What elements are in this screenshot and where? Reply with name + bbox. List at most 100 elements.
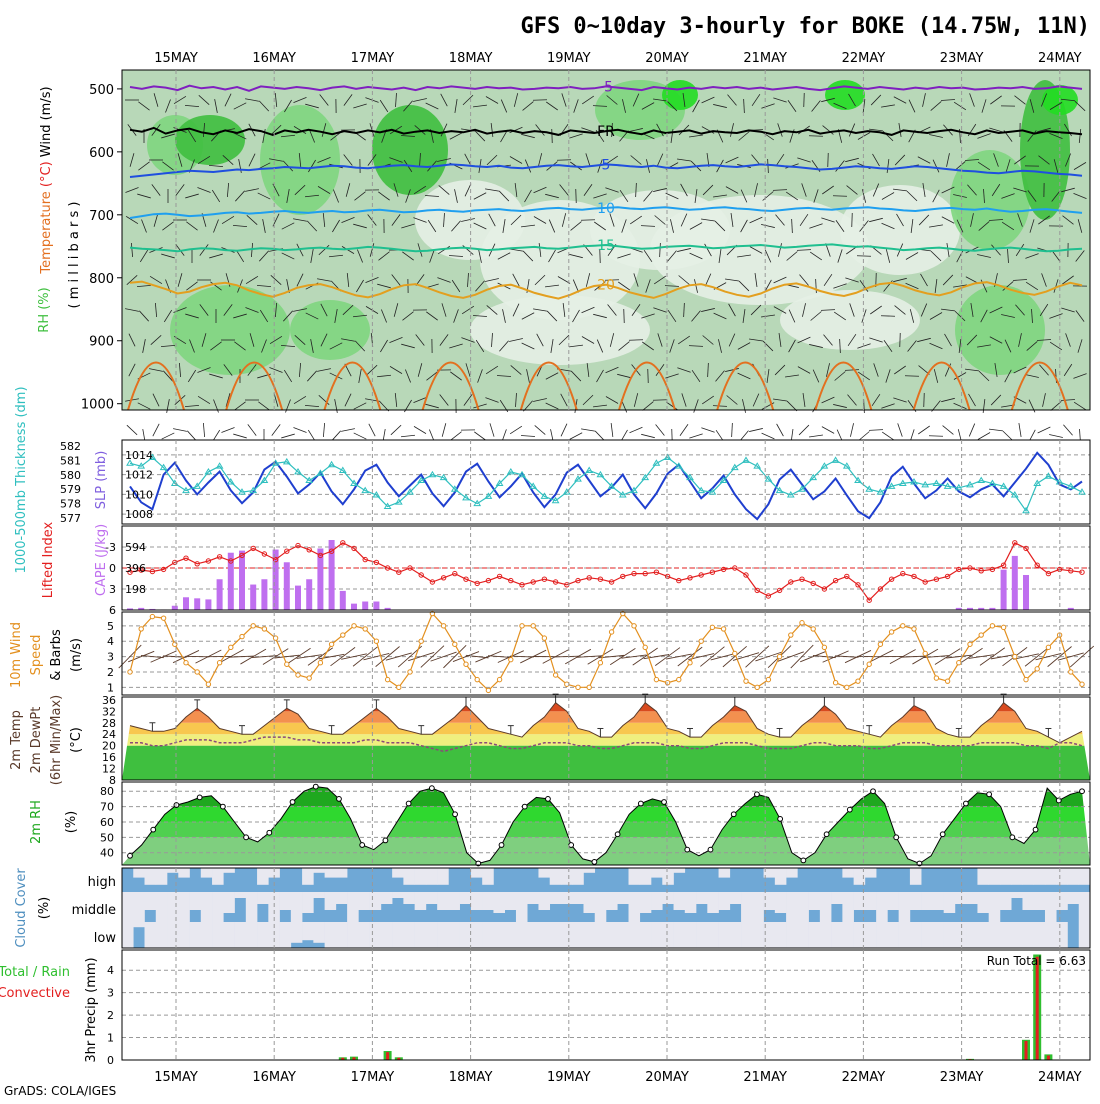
slp-axis-label-part: SLP (mb) xyxy=(94,451,109,510)
upper-wind-barb xyxy=(510,426,522,434)
rh-point xyxy=(267,830,272,835)
cloud-gap xyxy=(583,868,595,873)
cloud-gap xyxy=(358,922,370,948)
upper-wind-barb xyxy=(323,423,324,437)
rh-point xyxy=(1010,835,1015,840)
rh-point xyxy=(290,800,295,805)
date-label-top: 19MAY xyxy=(547,51,591,66)
pressure-tick-label: 900 xyxy=(89,335,114,350)
wind-speed-point xyxy=(419,639,423,643)
cloud-gap xyxy=(572,892,584,904)
rh-point xyxy=(313,784,318,789)
cloud-gap xyxy=(403,892,415,904)
cloud-unit-label: (%) xyxy=(37,897,52,920)
cloud-axis-label-part: Cloud Cover xyxy=(14,868,29,948)
cloud-gap xyxy=(257,892,269,904)
li-tick-label: 3 xyxy=(109,583,116,596)
cloud-gap xyxy=(201,868,213,878)
cape-tick-label: 594 xyxy=(125,541,146,554)
slp-tick-label: 1010 xyxy=(125,488,153,501)
wind-speed-point xyxy=(856,679,860,683)
cloud-gap xyxy=(538,922,550,948)
upper-wind-barb xyxy=(630,427,643,432)
cloud-gap xyxy=(392,892,404,898)
cloud-gap xyxy=(550,892,562,904)
upper-wind-barb xyxy=(442,423,446,437)
upper-wind-barb xyxy=(401,435,415,436)
cloud-gap xyxy=(685,922,697,948)
temp-contour-label: 20 xyxy=(597,278,615,294)
rh-patch xyxy=(840,185,960,275)
wind-speed-point xyxy=(677,677,681,681)
cloud-gap xyxy=(381,892,393,904)
slp-axis-label: SLP (mb) xyxy=(94,451,109,510)
cloud-gap xyxy=(156,868,168,885)
wind-speed-point xyxy=(587,685,591,689)
date-label-bottom: 24MAY xyxy=(1038,1070,1082,1085)
rh-point xyxy=(1033,827,1038,832)
chart-title: GFS 0~10day 3-hourly for BOKE (14.75W, 1… xyxy=(520,14,1090,39)
wind-speed-point xyxy=(341,633,345,637)
upper-wind-barb xyxy=(570,433,582,440)
wind-speed-point xyxy=(755,685,759,689)
upper-wind-barb xyxy=(490,423,494,436)
wind-speed-point xyxy=(262,627,266,631)
cloud-gap xyxy=(167,892,179,922)
cloud-gap xyxy=(426,892,438,904)
cloud-gap xyxy=(831,922,843,948)
cloud-gap xyxy=(212,922,224,948)
cloud-gap xyxy=(280,892,292,910)
cloud-gap xyxy=(932,892,944,910)
cloud-gap xyxy=(910,892,922,910)
cloud-gap xyxy=(651,892,663,910)
upper-wind-barb xyxy=(859,432,870,441)
cloud-gap xyxy=(944,892,956,913)
cloud-gap xyxy=(460,922,472,948)
wind-speed-point xyxy=(1013,654,1017,658)
wind-speed-point xyxy=(800,621,804,625)
cloud-gap xyxy=(775,922,787,948)
pressure-axis-label-part: ( m i l l i b a r s ) xyxy=(67,202,82,309)
cloud-gap xyxy=(471,922,483,948)
cloud-gap xyxy=(595,922,607,948)
cloud-gap xyxy=(145,892,157,910)
wind-speed-point xyxy=(957,661,961,665)
wind-speed-point xyxy=(710,625,714,629)
rh-patch xyxy=(290,300,370,360)
upper-wind-barb xyxy=(521,436,535,437)
thickness-axis-label: 1000-500mb Thickness (dm) xyxy=(14,386,29,573)
cloud-gap xyxy=(595,892,607,922)
cloud-gap xyxy=(212,868,224,885)
upper-wind-barb xyxy=(233,434,246,438)
cloud-gap xyxy=(448,922,460,948)
cloud-gap xyxy=(640,892,652,913)
wind-axis-label-d-group: (m/s) xyxy=(69,638,84,672)
wind-tick-label: 4 xyxy=(107,635,114,648)
wind-speed-point xyxy=(654,677,658,681)
cloud-gap xyxy=(1000,892,1012,910)
pressure-tick-label: 1000 xyxy=(81,398,114,413)
upper-wind-barb xyxy=(882,432,894,440)
cloud-gap xyxy=(583,892,595,913)
rh2m-axis-label: 2m RH xyxy=(29,800,44,844)
cloud-gap xyxy=(1022,922,1034,948)
cloud-gap xyxy=(685,892,697,913)
wind-axis-label-c: & Barbs xyxy=(49,629,64,681)
cloud-gap xyxy=(392,868,404,878)
thickness-tick-label: 578 xyxy=(60,498,81,511)
cloud-gap xyxy=(989,922,1001,948)
wind-axis-label-d-part: (m/s) xyxy=(69,638,84,672)
upper-wind-barb xyxy=(978,433,990,440)
cloud-gap xyxy=(336,892,348,904)
cloud-gap xyxy=(527,922,539,948)
temp-axis-label-c-part: (6hr Min/Max) xyxy=(49,695,64,785)
cloud-gap xyxy=(809,922,821,948)
thickness-axis-label-group: 1000-500mb Thickness (dm) xyxy=(14,386,29,573)
wind-speed-point xyxy=(128,670,132,674)
cloud-gap xyxy=(921,892,933,910)
cloud-gap xyxy=(651,922,663,948)
thickness-tick-label: 580 xyxy=(60,469,81,482)
cloud-gap xyxy=(167,922,179,948)
cloud-gap xyxy=(347,892,359,922)
